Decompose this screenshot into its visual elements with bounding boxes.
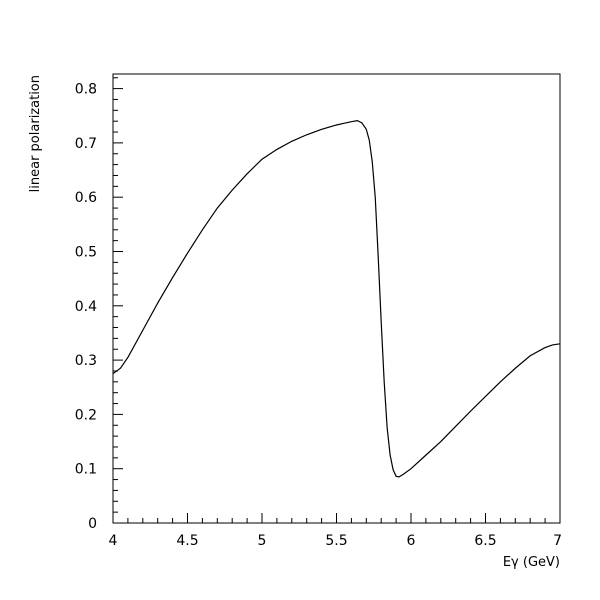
series-line	[112, 120, 561, 478]
x-tick-label: 5	[258, 533, 267, 549]
y-tick-label: 0.2	[75, 407, 97, 423]
x-tick-label: 6.5	[474, 533, 496, 549]
y-tick-label: 0.7	[75, 136, 97, 152]
y-tick-label: 0.6	[75, 190, 97, 206]
x-tick-label: 4	[109, 533, 118, 549]
x-tick-label: 6	[407, 533, 416, 549]
plot-frame	[112, 73, 561, 524]
x-axis-label: Eγ (GeV)	[503, 555, 560, 570]
x-tick-label: 4.5	[176, 533, 198, 549]
y-axis-label: linear polarization	[28, 75, 43, 192]
x-tick-label: 5.5	[325, 533, 347, 549]
y-tick-label: 0	[88, 516, 97, 532]
y-tick-label: 0.4	[75, 299, 97, 315]
y-tick-label: 0.3	[75, 353, 97, 369]
y-tick-label: 0.8	[75, 82, 97, 98]
y-tick-label: 0.1	[75, 462, 97, 478]
tick-labels: 4 4.5 5 5.5 6 6.5 7 0 0.1 0.2 0.3 0.4 0.5 0.6 0.7 0.8	[75, 82, 562, 549]
axis-ticks	[112, 77, 561, 524]
y-tick-label: 0.5	[75, 245, 97, 261]
x-tick-label: 7	[553, 533, 562, 549]
